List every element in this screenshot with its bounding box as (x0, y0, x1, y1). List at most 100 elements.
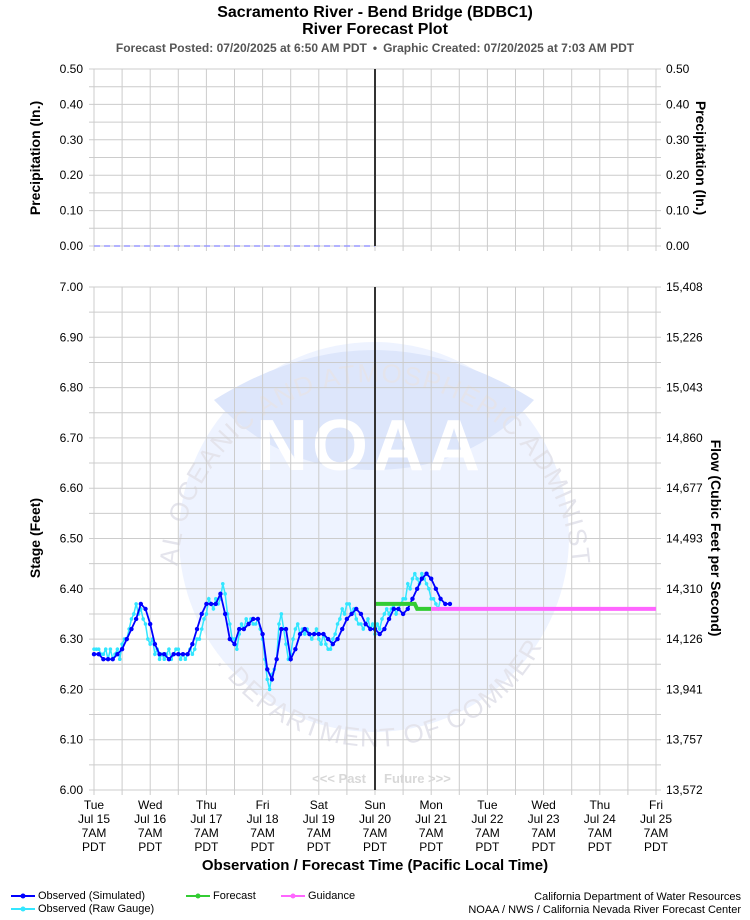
stage-ytick: 6.30 (60, 632, 84, 646)
raw-gauge-point (380, 617, 384, 621)
observed-simulated-point (265, 667, 270, 672)
observed-simulated-point (414, 586, 420, 591)
raw-gauge-point (141, 617, 145, 621)
raw-gauge-point (359, 622, 363, 626)
raw-gauge-point (370, 622, 375, 626)
raw-gauge-point (108, 647, 113, 651)
observed-simulated-point (260, 631, 265, 637)
raw-gauge-point (176, 647, 181, 651)
legend-guidance-label: Guidance (308, 890, 356, 902)
raw-gauge-point (431, 597, 436, 601)
observed-simulated-point (105, 657, 111, 662)
precip-ytick-right: 0.50 (666, 62, 690, 76)
observed-simulated-point (274, 657, 279, 662)
xtick-label: PDT (82, 840, 107, 854)
observed-simulated-point (101, 657, 106, 662)
raw-gauge-point (202, 617, 206, 621)
raw-gauge-point (354, 617, 359, 621)
raw-gauge-point (220, 581, 225, 586)
flow-ytick: 14,860 (666, 431, 703, 445)
observed-simulated-point (307, 631, 312, 637)
raw-gauge-point (101, 652, 106, 656)
observed-simulated-point (354, 606, 359, 612)
raw-gauge-point (199, 627, 204, 631)
xtick-label: PDT (644, 840, 669, 854)
flow-ytick: 15,226 (666, 330, 703, 344)
raw-gauge-point (134, 602, 138, 606)
observed-simulated-point (213, 601, 218, 607)
precip-ytick-left: 0.10 (60, 204, 84, 218)
observed-simulated-point (358, 611, 364, 617)
flow-ytick: 14,677 (666, 481, 703, 495)
raw-gauge-point (335, 622, 340, 626)
raw-gauge-point (309, 637, 314, 641)
flow-yticks-right: 13,572 13,757 13,941 14,126 14,310 14,493 14,6… (666, 280, 703, 797)
precip-yticks-left: 0.00 0.10 0.20 0.30 0.40 0.50 (60, 62, 84, 253)
xtick-label: PDT (251, 840, 276, 854)
observed-simulated-point (335, 636, 340, 642)
xtick-label: Fri (649, 798, 663, 812)
raw-gauge-point (375, 622, 380, 626)
observed-simulated-point (166, 657, 172, 662)
xtick-label: 7AM (587, 826, 612, 840)
precip-ytick-right: 0.40 (666, 97, 690, 111)
raw-gauge-point (333, 632, 337, 636)
raw-gauge-point (293, 627, 298, 631)
precip-ytick-left: 0.50 (60, 62, 84, 76)
observed-simulated-point (293, 646, 298, 652)
observed-simulated-point (255, 616, 261, 622)
observed-simulated-point (340, 626, 345, 632)
precip-ylabel-left: Precipitation (In.) (27, 101, 43, 215)
raw-gauge-point (213, 597, 218, 601)
xtick-label: 7AM (363, 826, 388, 840)
observed-simulated-point (288, 657, 293, 662)
raw-gauge-point (223, 592, 227, 596)
observed-simulated-point (377, 631, 382, 637)
observed-simulated-point (443, 601, 448, 607)
observed-simulated-point (279, 626, 284, 632)
stage-flow-panel: <<< Past Future >>> 6.00 6.10 6.20 6.30 6.40… (27, 280, 724, 874)
raw-gauge-point (129, 617, 134, 621)
xtick-label: 7AM (419, 826, 444, 840)
raw-gauge-point (192, 647, 197, 651)
watermark-emblem-text: NOAA (256, 406, 484, 486)
observed-simulated-point (232, 641, 237, 647)
raw-gauge-point (117, 657, 122, 662)
raw-gauge-point (153, 652, 157, 656)
raw-gauge-point (331, 637, 335, 641)
raw-gauge-point (295, 622, 300, 626)
raw-gauge-point (235, 647, 239, 651)
xtick-label: Jul 20 (359, 812, 391, 826)
raw-gauge-point (157, 657, 162, 662)
observed-simulated-point (400, 611, 406, 617)
xtick-label: Jul 18 (247, 812, 279, 826)
stage-ylabel-left: Stage (Feet) (27, 498, 43, 578)
observed-simulated-point (382, 626, 387, 632)
flow-ytick: 13,941 (666, 682, 703, 696)
observed-simulated-point (429, 576, 434, 581)
observed-simulated-point (344, 616, 350, 622)
xtick-label: Jul 19 (303, 812, 335, 826)
xtick-label: Wed (531, 798, 555, 812)
xtick-label: Jul 16 (134, 812, 166, 826)
observed-simulated-point (410, 596, 415, 602)
observed-simulated-point (447, 601, 453, 607)
observed-simulated-point (405, 606, 410, 612)
observed-simulated-point (330, 641, 336, 647)
raw-gauge-point (328, 647, 333, 651)
flow-ylabel-right: Flow (Cubic Feet per Second) (708, 440, 724, 637)
xtick-label: Mon (420, 798, 443, 812)
posted-created-line: Forecast Posted: 07/20/2025 at 6:50 AM P… (0, 41, 750, 55)
x-axis-label: Observation / Forecast Time (Pacific Loc… (202, 857, 548, 874)
raw-gauge-point (319, 642, 323, 646)
observed-simulated-point (297, 631, 303, 637)
xtick-label: PDT (363, 840, 388, 854)
raw-gauge-point (434, 602, 438, 606)
raw-gauge-point (239, 622, 244, 626)
raw-gauge-point (277, 622, 281, 626)
river-forecast-plot: NOAA NATIONAL OCEANIC AND ATMOSPHERIC AD… (0, 0, 724, 874)
chart-subtitle: River Forecast Plot (302, 21, 448, 38)
raw-gauge-point (279, 612, 284, 616)
raw-gauge-point (338, 617, 342, 621)
raw-gauge-point (302, 632, 307, 636)
